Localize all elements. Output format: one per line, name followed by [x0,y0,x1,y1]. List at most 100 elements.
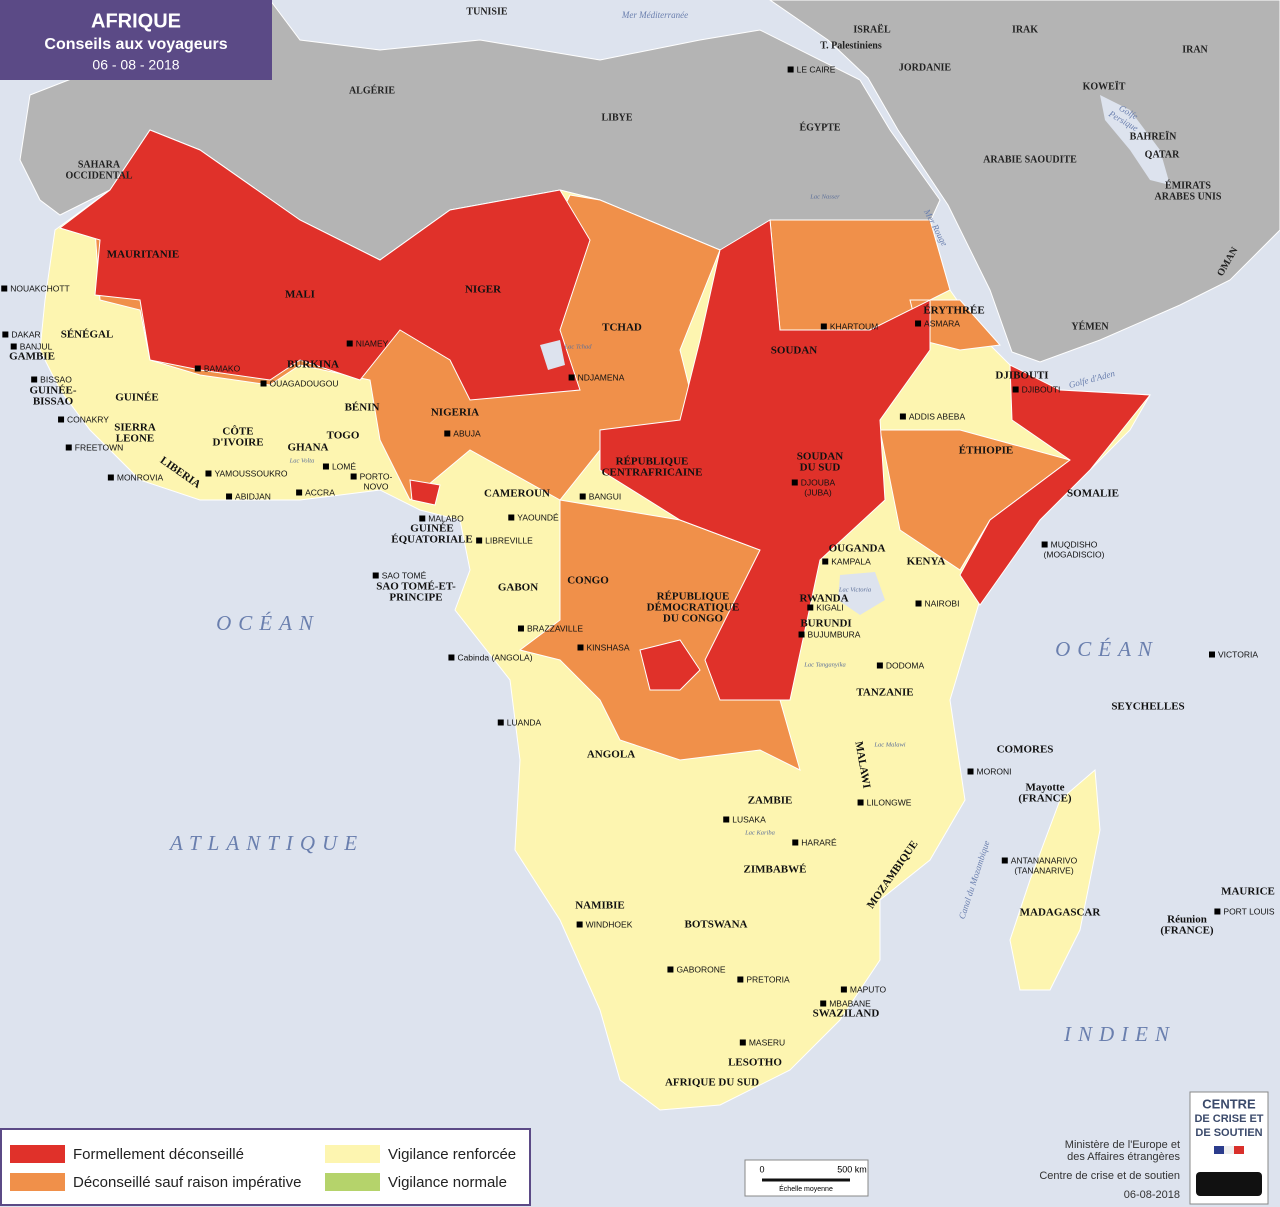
water-label-group: Lac Victoria [838,586,871,593]
city-label: MONROVIA [117,472,164,482]
region [1009,768,1101,991]
country-label: OCCIDENTAL [65,170,132,181]
country-label: LIBYE [601,112,632,123]
city-label-group: BISSAO [31,374,72,384]
city-label: Cabinda (ANGOLA) [457,652,532,662]
country-label: SAHARA [78,159,121,170]
city-marker [579,493,586,500]
country-label-group: ZAMBIE [748,795,793,807]
cc-badge [1196,1172,1262,1196]
country-label-group: KOWEÏT [1083,79,1126,92]
city-label: SAO TOMÉ [382,570,427,580]
country-label-group: T. Palestiniens [820,40,882,51]
city-marker [915,320,922,327]
country-label: SIERRA [114,422,156,434]
country-label-group: SWAZILAND [813,1008,880,1020]
city-marker [10,343,17,350]
country-label: GAMBIE [9,351,55,363]
city-label: KINSHASA [587,642,630,652]
city-marker [508,514,515,521]
country-label: MAURICE [1221,886,1275,898]
country-label: Réunion [1167,914,1207,926]
water-label: OCÉAN [1055,637,1159,661]
city-label: NDJAMENA [578,372,625,382]
credit-centre: Centre de crise et de soutien [1039,1170,1180,1182]
city-label: NIAMEY [356,338,389,348]
city-marker [899,413,906,420]
country-label: ARABES UNIS [1155,191,1222,202]
country-label: JORDANIE [899,62,952,73]
city-label: DAKAR [11,329,40,339]
lake [540,340,565,370]
city-label: BISSAO [40,374,72,384]
country-label-group: IRAN [1182,44,1208,55]
country-label-group: AFRIQUE DU SUD [665,1077,759,1089]
water-label: ATLANTIQUE [168,831,364,855]
city-label: OUAGADOUGOU [270,378,339,388]
credit-ministry: des Affaires étrangères [1067,1151,1180,1163]
city-marker [915,600,922,607]
country-label: TUNISIE [466,6,507,17]
country-label: SOUDAN [797,451,844,463]
country-label-group: TCHAD [602,322,642,334]
city-label-group: ASMARA [915,318,960,328]
city-marker [737,976,744,983]
city-label-group: LILONGWE [857,797,912,807]
subtitle: Conseils aux voyageurs [44,36,227,53]
city-marker [807,604,814,611]
country-label-group: DJIBOUTI [995,370,1048,382]
city-label-group: ADDIS ABEBA [899,411,965,421]
city-label-group: FREETOWN [65,442,123,452]
city-marker [820,1000,827,1007]
city-label-group: MALABO [419,513,464,523]
city-label-group: ABIDJAN [226,491,271,501]
city-label-group: KIGALI [807,602,844,612]
country-label: IRAN [1182,44,1208,55]
city-marker [576,921,583,928]
legend-swatch [10,1145,65,1163]
country-label: T. Palestiniens [820,40,882,51]
city-label: NAIROBI [925,598,960,608]
country-label: Mayotte [1025,782,1064,794]
logo-text: DE SOUTIEN [1195,1127,1262,1139]
country-label: OUGANDA [829,543,886,555]
country-label-group: SAO TOMÉ-ET-PRINCIPE [376,581,456,604]
country-label-group: SEYCHELLES [1111,701,1184,713]
city-label-group: SAO TOMÉ [372,570,427,580]
water-label-group: Lac Nasser [809,193,840,200]
country-label: SÉNÉGAL [61,329,114,341]
city-label-group: YAOUNDÉ [508,512,559,522]
city-label: LOMÉ [332,461,356,471]
country-label: ZAMBIE [748,795,793,807]
city-label: (TANANARIVE) [1014,865,1074,875]
city-marker [876,662,883,669]
city-marker [497,719,504,726]
city-label-group: NIAMEY [346,338,389,348]
country-label-group: BURKINA [287,359,339,371]
city-label: PORT LOUIS [1223,906,1275,916]
country-label: COMORES [997,744,1054,756]
water-label: Lac Tchad [563,343,592,350]
gulf [1100,95,1170,185]
city-label: LILONGWE [867,797,912,807]
scale-zero: 0 [759,1164,764,1174]
city-label-group: KINSHASA [577,642,630,652]
country-label-group: GABON [498,582,538,594]
city-label: PRETORIA [746,974,790,984]
country-label-group: BURUNDI [800,618,851,630]
country-label: TCHAD [602,322,642,334]
city-label-group: DJOUBA(JUBA) [791,477,836,497]
city-label: VICTORIA [1218,649,1258,659]
legend-box [0,1128,531,1206]
country-label: ZIMBABWÉ [744,864,807,876]
country-label: DJIBOUTI [995,370,1048,382]
water-label: Lac Malawi [873,741,905,748]
city-label: LUSAKA [732,814,766,824]
country-label-group: CAMEROUN [484,488,550,500]
country-label-group: GAMBIE [9,351,55,363]
country-label-group: ISRAËL [853,22,891,35]
water-label: Lac Nasser [809,193,840,200]
city-marker [448,654,455,661]
water-label: Mer Méditerranée [621,10,688,20]
